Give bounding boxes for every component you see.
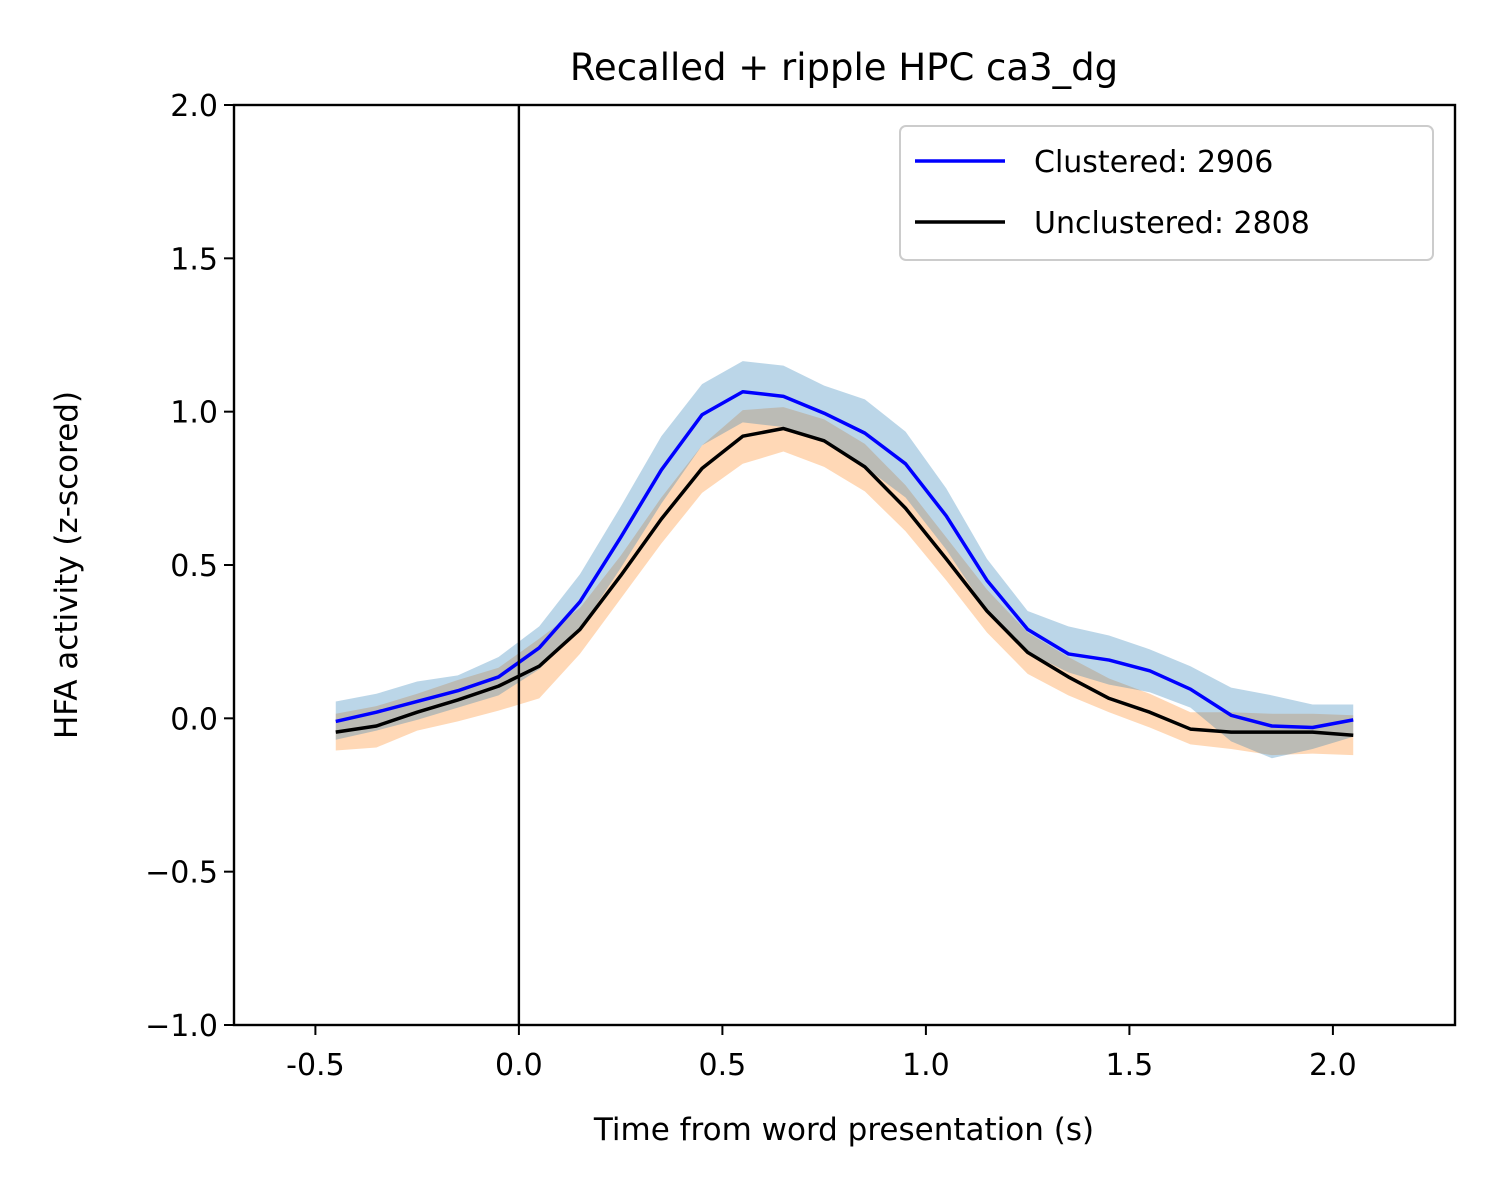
y-tick-label: 1.5 [170, 242, 218, 277]
chart-title: Recalled + ripple HPC ca3_dg [570, 46, 1118, 89]
x-tick-label: 0.5 [699, 1048, 747, 1083]
y-axis-label: HFA activity (z-scored) [49, 391, 85, 739]
series-line-clustered [335, 389, 1354, 730]
legend: Clustered: 2906 Unclustered: 2808 [899, 125, 1434, 261]
x-axis-label: Time from word presentation (s) [593, 1112, 1094, 1148]
x-tick-label: 1.5 [1106, 1048, 1154, 1083]
x-axis-ticks: -0.5 0.0 0.5 1.0 1.5 2.0 [286, 1025, 1357, 1083]
x-tick-label: 2.0 [1309, 1048, 1357, 1083]
legend-label-clustered: Clustered: 2906 [1034, 145, 1273, 180]
y-tick-label: 0.5 [170, 549, 218, 584]
x-tick-label: 1.0 [902, 1048, 950, 1083]
y-tick-label: 1.0 [170, 396, 218, 431]
y-tick-label: −0.5 [145, 856, 218, 891]
series-line-unclustered [335, 426, 1354, 737]
x-tick-label: 0.0 [495, 1048, 543, 1083]
legend-label-unclustered: Unclustered: 2808 [1034, 206, 1310, 241]
x-tick-label: -0.5 [286, 1048, 345, 1083]
y-axis-ticks: −1.0 −0.5 0.0 0.5 1.0 1.5 2.0 [145, 89, 234, 1044]
legend-box [899, 125, 1434, 261]
y-tick-label: −1.0 [145, 1009, 218, 1044]
y-tick-label: 2.0 [170, 89, 218, 124]
y-tick-label: 0.0 [170, 702, 218, 737]
series-lines [335, 389, 1354, 737]
